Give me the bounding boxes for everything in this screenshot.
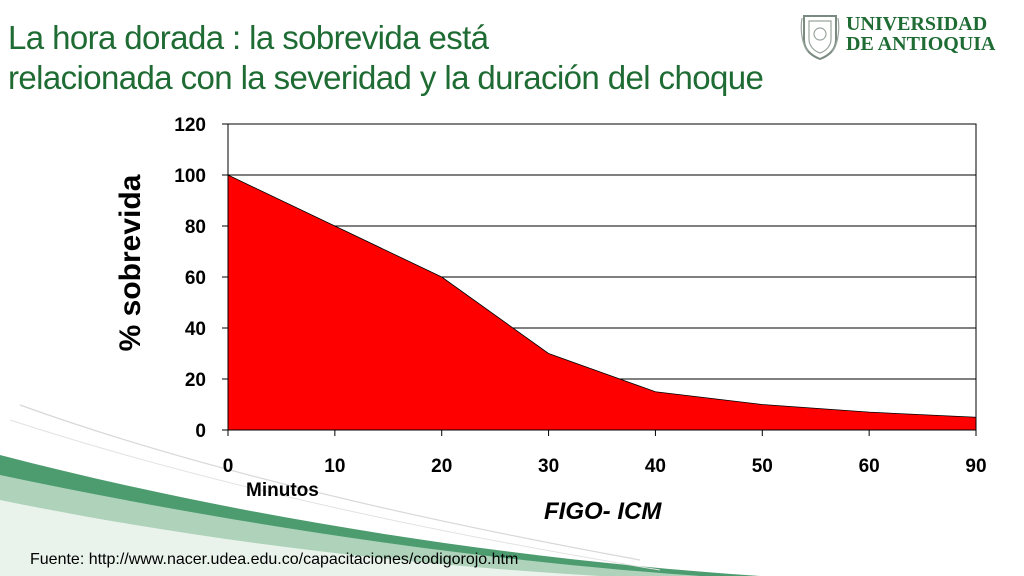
x-tick-label: 60 <box>859 456 880 477</box>
x-tick-label: 0 <box>223 456 234 477</box>
x-unit-label: Minutos <box>246 480 319 501</box>
x-tick-label: 10 <box>324 456 345 477</box>
slide-title-line-2: relacionada con la severidad y la duraci… <box>8 59 764 96</box>
y-tick-label: 40 <box>185 319 206 340</box>
university-logo: UNIVERSIDAD DE ANTIOQUIA <box>800 10 1014 62</box>
y-tick-label: 120 <box>174 115 206 136</box>
logo-text-line-2: DE ANTIOQUIA <box>846 33 996 55</box>
y-tick-label: 0 <box>195 421 206 442</box>
logo-text: UNIVERSIDAD DE ANTIOQUIA <box>846 14 995 54</box>
slide-title: La hora dorada : la sobrevida está relac… <box>8 18 808 98</box>
y-tick-label: 80 <box>185 217 206 238</box>
y-tick-label: 100 <box>174 166 206 187</box>
logo-text-line-1: UNIVERSIDAD <box>846 13 988 35</box>
x-tick-label: 50 <box>752 456 773 477</box>
x-tick-label: 20 <box>431 456 452 477</box>
university-seal-icon <box>800 15 840 60</box>
x-tick-label: 30 <box>538 456 559 477</box>
x-tick-label: 90 <box>965 456 986 477</box>
y-axis-label: % sobrevida <box>114 174 147 351</box>
y-tick-label: 20 <box>185 370 206 391</box>
slide-title-line-1: La hora dorada : la sobrevida está <box>8 19 489 56</box>
x-tick-label: 40 <box>645 456 666 477</box>
source-citation: Fuente: http://www.nacer.udea.edu.co/cap… <box>30 551 519 568</box>
survival-area <box>227 174 977 431</box>
x-axis-label: FIGO- ICM <box>544 498 662 525</box>
y-tick-label: 60 <box>185 268 206 289</box>
